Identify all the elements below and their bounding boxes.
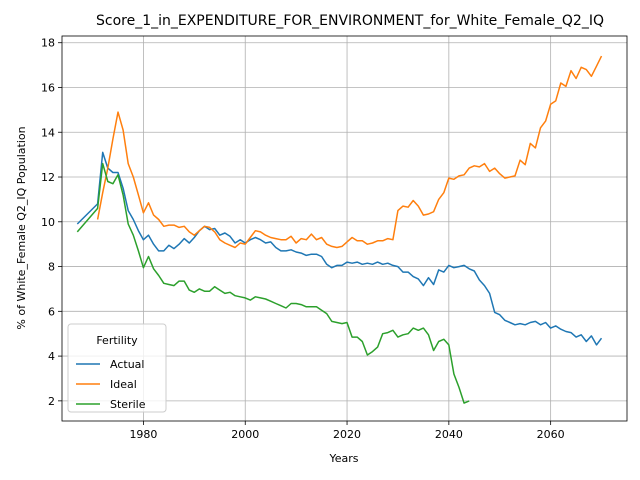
legend-label-sterile: Sterile: [110, 398, 146, 411]
y-tick-label: 12: [41, 171, 55, 184]
legend-title: Fertility: [96, 334, 138, 347]
series-line-ideal: [96, 55, 603, 249]
series-line-sterile: [76, 162, 470, 404]
y-tick-label: 16: [41, 81, 55, 94]
y-tick-label: 8: [48, 261, 55, 274]
y-tick-label: 18: [41, 37, 55, 50]
plot-frame: [61, 35, 628, 422]
x-tick-label: 2020: [333, 428, 361, 441]
y-tick-label: 2: [48, 395, 55, 408]
x-axis-ticks: 1980 2000 2020 2040 2060: [129, 421, 565, 441]
y-tick-label: 10: [41, 216, 55, 229]
series-line-actual: [76, 151, 603, 346]
legend-label-ideal: Ideal: [110, 378, 137, 391]
series-lines: [76, 55, 603, 404]
y-axis-ticks: 2 4 6 8 10 12 14 16 18: [41, 37, 62, 408]
y-tick-label: 4: [48, 350, 55, 363]
x-tick-label: 2000: [231, 428, 259, 441]
x-tick-label: 2040: [435, 428, 463, 441]
legend-label-actual: Actual: [110, 358, 144, 371]
chart-title: Score_1_in_EXPENDITURE_FOR_ENVIRONMENT_f…: [96, 13, 604, 29]
y-tick-label: 6: [48, 305, 55, 318]
legend-box: [67, 323, 167, 413]
y-axis-label: % of White_Female Q2_IQ Population: [15, 126, 28, 329]
x-axis-label: Years: [328, 452, 358, 465]
y-tick-label: 14: [41, 126, 55, 139]
legend: Fertility Actual Ideal Sterile: [67, 323, 167, 413]
x-tick-label: 2060: [537, 428, 565, 441]
x-tick-label: 1980: [129, 428, 157, 441]
